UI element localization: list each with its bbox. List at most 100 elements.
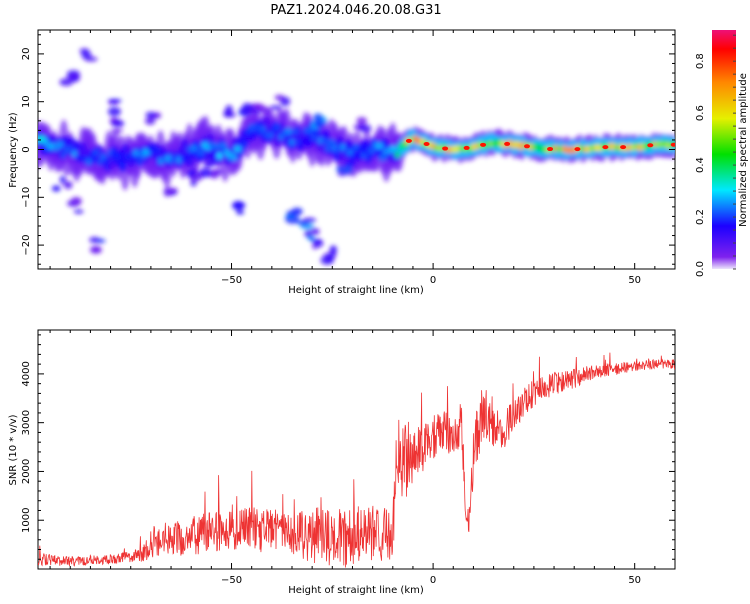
- spectral-peak: [463, 145, 470, 150]
- spectrogram-y-label: Frequency (Hz): [8, 112, 19, 188]
- spectral-core: [274, 123, 281, 131]
- spectrogram-y-tick-label: −10: [21, 187, 32, 208]
- spectral-patch: [190, 180, 197, 187]
- spectral-patch: [59, 175, 66, 184]
- spectral-patch: [63, 180, 73, 190]
- spectrogram-y-tick-label: 20: [21, 48, 32, 61]
- spectral-patch: [199, 167, 212, 178]
- colorbar: 0.0 0.2 0.4 0.6 0.8 Normalized spectral ampl…: [695, 30, 749, 277]
- spectral-core: [378, 154, 388, 161]
- spectral-core: [306, 126, 314, 134]
- spectral-core: [374, 142, 384, 150]
- spectral-peak: [504, 141, 511, 146]
- spectral-core: [129, 154, 136, 162]
- spectral-core: [197, 148, 206, 156]
- spectral-core: [230, 154, 238, 161]
- colorbar-tick-label: 0.4: [695, 157, 706, 173]
- spectral-core: [310, 133, 317, 141]
- spectral-core: [218, 142, 228, 150]
- snr-x-tick-label: 50: [628, 575, 641, 586]
- spectral-core: [357, 144, 365, 152]
- spectral-core: [85, 158, 93, 166]
- colorbar-tick-label: 0.8: [695, 53, 706, 69]
- spectral-core: [136, 158, 143, 166]
- spectral-core: [291, 127, 300, 135]
- spectrogram-y-tick-label: 10: [21, 95, 32, 108]
- spectral-core: [266, 132, 275, 139]
- spectrogram-y-tick-label: −20: [21, 235, 32, 256]
- snr-axes: −50 0 50 1000 2000 3000 4000: [21, 330, 676, 586]
- spectral-core: [212, 143, 220, 150]
- spectral-peak: [647, 143, 654, 148]
- spectrogram-axes: −50 0 50 −20 −10 0 10 20: [21, 30, 676, 286]
- spectral-core: [327, 138, 336, 146]
- spectral-core: [183, 153, 191, 161]
- spectral-core: [96, 158, 103, 166]
- spectral-patch: [299, 223, 314, 230]
- snr-series-line: [38, 352, 675, 568]
- spectral-peak: [480, 142, 487, 147]
- spectral-patch: [313, 113, 323, 122]
- snr-y-tick-label: 1000: [21, 507, 32, 532]
- spectral-patch: [329, 245, 338, 255]
- spectral-patch: [51, 185, 61, 192]
- spectral-patch: [231, 200, 245, 211]
- spectral-patch: [95, 238, 106, 244]
- spectral-patch: [59, 78, 74, 86]
- snr-x-tick-label: −50: [221, 575, 242, 586]
- spectral-patch: [111, 128, 124, 133]
- spectral-core: [71, 150, 78, 158]
- colorbar-tick-label: 0.6: [695, 105, 706, 121]
- spectral-core: [394, 151, 400, 159]
- spectral-patch: [312, 243, 319, 250]
- spectral-patch: [358, 123, 365, 132]
- spectral-patch: [269, 105, 282, 110]
- spectral-peak: [547, 147, 554, 152]
- colorbar-tick-label: 0.2: [695, 209, 706, 225]
- spectrogram-x-tick-label: 50: [628, 275, 641, 286]
- spectral-patch: [84, 56, 98, 62]
- spectral-peak: [574, 147, 581, 152]
- spectrogram-x-tick-label: −50: [221, 275, 242, 286]
- spectral-patch: [336, 165, 345, 173]
- spectral-core: [284, 128, 293, 135]
- spectral-patch: [253, 103, 265, 110]
- spectral-peak: [423, 142, 430, 147]
- spectral-core: [299, 138, 307, 145]
- spectral-patch: [343, 160, 357, 167]
- spectral-core: [288, 138, 296, 146]
- spectral-patch: [310, 238, 323, 244]
- colorbar-gradient: [712, 30, 736, 269]
- spectral-peak: [670, 142, 675, 147]
- spectral-core: [42, 137, 48, 145]
- spectrogram-panel: −50 0 50 −20 −10 0 10 20 Height of straight lin…: [8, 29, 676, 296]
- spectral-core: [233, 145, 242, 153]
- snr-x-tick-label: 0: [430, 575, 436, 586]
- spectral-patch: [342, 165, 353, 174]
- spectral-patch: [73, 209, 84, 214]
- spectrogram-marks: [38, 48, 675, 265]
- spectral-patch: [165, 187, 178, 193]
- spectral-patch: [111, 118, 122, 127]
- spectral-patch: [356, 116, 368, 125]
- spectral-peak: [602, 145, 609, 150]
- spectral-patch: [202, 162, 215, 168]
- spectrogram-x-tick-label: 0: [430, 275, 436, 286]
- spectral-core: [324, 145, 333, 152]
- spectral-patch: [89, 245, 102, 254]
- colorbar-label: Normalized spectral amplitude: [738, 73, 749, 227]
- spectral-core: [313, 129, 322, 136]
- spectral-core: [216, 152, 223, 160]
- spectral-core: [55, 141, 64, 148]
- snr-y-tick-label: 4000: [21, 361, 32, 386]
- spectral-patch: [108, 98, 122, 104]
- spectral-core: [100, 153, 107, 161]
- snr-frame: [37, 329, 676, 570]
- spectral-patch: [310, 227, 320, 236]
- spectral-patch: [279, 96, 291, 107]
- spectral-patch: [225, 105, 233, 116]
- spectral-core: [251, 124, 261, 131]
- spectrogram-blobs: [38, 48, 675, 265]
